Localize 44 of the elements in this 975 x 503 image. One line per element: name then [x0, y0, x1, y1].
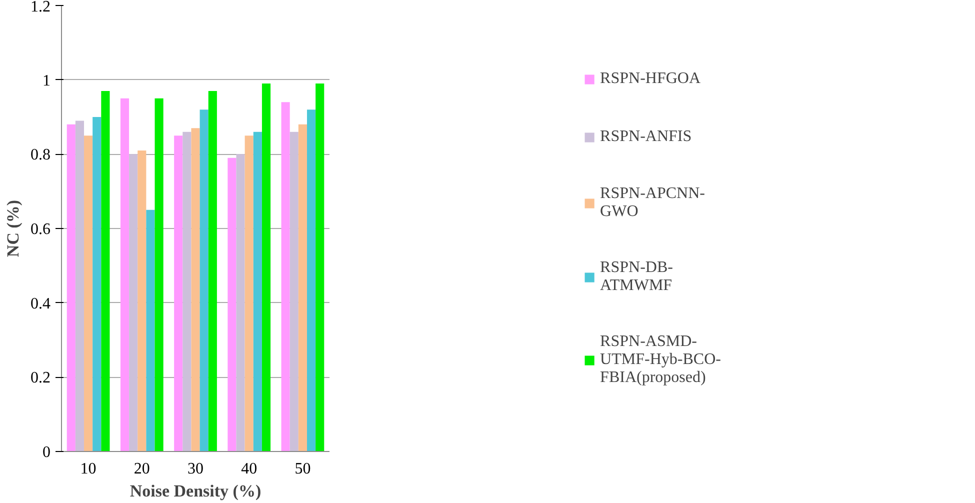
bar [208, 90, 217, 452]
bar [290, 132, 298, 452]
bar [101, 90, 110, 452]
y-tick-label: 0 [42, 444, 50, 461]
bar [191, 128, 200, 452]
legend-label: RSPN-APCNN-GWO [600, 185, 705, 221]
legend-label: RSPN-DB-ATMWMF [600, 259, 673, 295]
bar [129, 154, 138, 452]
y-axis-title: NC (%) [4, 200, 22, 258]
bar [228, 158, 236, 452]
y-tick-label: 1 [42, 72, 50, 90]
y-tick-label: 1.2 [30, 0, 50, 16]
bar [92, 117, 102, 452]
legend-label: RSPN-ASMD-UTMF-Hyb-BCO-FBIA(proposed) [600, 333, 721, 387]
bar [316, 84, 324, 452]
bar [174, 136, 183, 452]
x-tick-label: 40 [241, 460, 258, 478]
bar [154, 98, 164, 452]
x-tick-label: 50 [294, 460, 311, 478]
bar [75, 120, 84, 452]
bar [146, 210, 155, 452]
bar [298, 124, 307, 452]
bar [182, 132, 192, 452]
legend-label: RSPN-ANFIS [600, 127, 692, 147]
x-axis-title: Noise Density (%) [130, 482, 262, 500]
bar [262, 84, 271, 452]
bar [120, 98, 130, 452]
bar [244, 136, 254, 452]
y-tick-label: 0.8 [30, 146, 50, 164]
x-tick-label: 30 [188, 460, 204, 478]
legend-label: RSPN-HFGOA [600, 69, 701, 89]
bar [84, 136, 93, 452]
bar [281, 102, 290, 452]
x-tick-label: 10 [80, 460, 96, 478]
y-tick-label: 0.2 [30, 370, 50, 387]
x-tick-label: 20 [134, 460, 150, 478]
bar [236, 154, 245, 452]
bar [253, 132, 262, 452]
bar [138, 150, 146, 452]
y-tick-label: 0.4 [30, 295, 50, 312]
bar [66, 124, 76, 452]
bar [306, 110, 316, 452]
bar [200, 110, 208, 452]
y-tick-label: 0.6 [30, 221, 50, 238]
